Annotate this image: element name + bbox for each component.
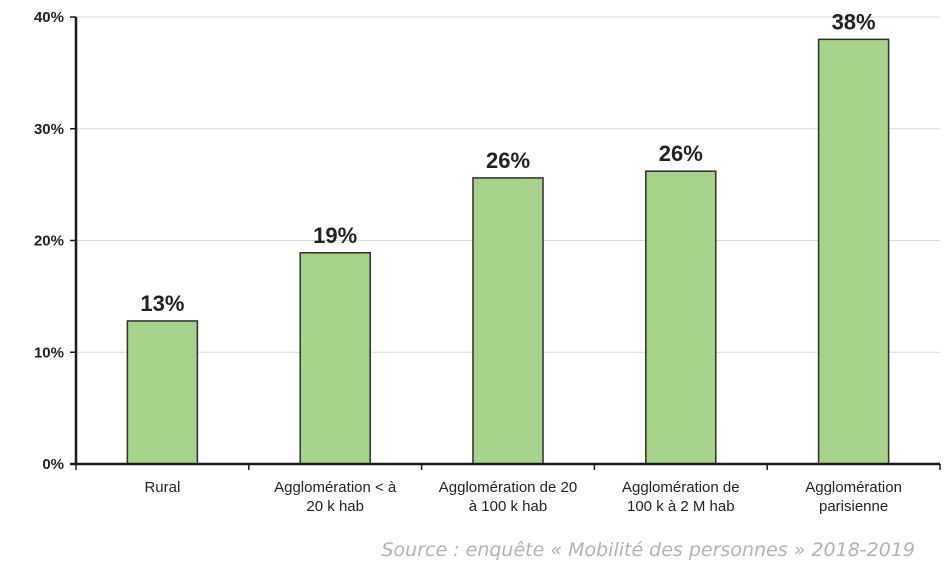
data-label: 13% xyxy=(140,291,184,316)
bar xyxy=(126,320,199,465)
x-tick-label-line: 20 k hab xyxy=(306,498,364,515)
bar xyxy=(472,177,544,465)
axes xyxy=(70,16,941,470)
data-label: 26% xyxy=(486,148,530,173)
x-tick-label: Agglomération de 20 à 100 k hab xyxy=(439,479,577,515)
y-tick-label: 30% xyxy=(34,121,64,138)
bar xyxy=(299,252,371,465)
bars xyxy=(126,38,890,465)
x-tick-label-line: Agglomération de xyxy=(622,479,740,496)
x-tick-label: Rural xyxy=(144,479,180,496)
x-tick-label-line: 100 k à 2 M hab xyxy=(627,498,735,515)
x-tick-label: Agglomération < à 20 k hab xyxy=(274,479,397,515)
x-tick-label: Agglomération de 100 k à 2 M hab xyxy=(622,479,740,515)
y-tick-label: 10% xyxy=(34,344,64,361)
x-tick-label-line: parisienne xyxy=(819,498,888,515)
source-note: Source : enquête « Mobilité des personne… xyxy=(381,539,915,561)
x-tick-label: Agglomération parisienne xyxy=(805,479,902,515)
data-labels: 13% 19% 26% 26% 38% xyxy=(140,9,875,316)
data-label: 19% xyxy=(313,223,357,248)
x-tick-label-line: Agglomération de 20 xyxy=(439,479,577,496)
y-tick-label: 0% xyxy=(42,456,64,473)
x-axis-ticks: Rural Agglomération < à 20 k habAgglomérat… xyxy=(144,479,901,515)
y-tick-label: 20% xyxy=(34,233,64,250)
bar xyxy=(645,170,717,465)
y-axis-ticks: 0% 10% 20% 30% 40% xyxy=(34,9,64,473)
x-tick-label-line: Agglomération xyxy=(805,479,902,496)
x-tick-label-line: à 100 k hab xyxy=(469,498,547,515)
data-label: 26% xyxy=(659,141,703,166)
x-tick-label-line: Rural xyxy=(144,479,180,496)
x-tick-label-line: Agglomération < à xyxy=(274,479,397,496)
bar xyxy=(817,38,890,465)
y-tick-label: 40% xyxy=(34,9,64,26)
data-label: 38% xyxy=(832,9,876,34)
